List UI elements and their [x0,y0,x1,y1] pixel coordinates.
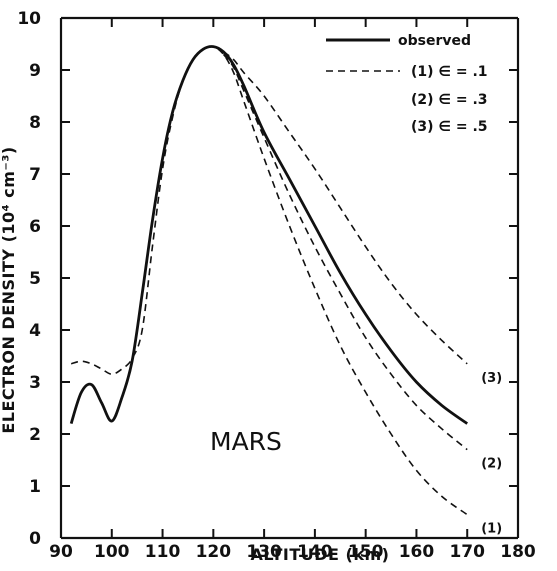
curve-labels: (1) (2) (3) [481,371,502,537]
chart-annotation: MARS [210,427,282,456]
y-tick-label: 4 [29,321,41,341]
legend-entry: (3) ∈ = .5 [411,119,488,135]
x-tick-label: 170 [449,542,485,562]
y-axis-title: ELECTRON DENSITY (10⁴ cm⁻³) [0,146,18,433]
legend-entry: observed [398,33,471,49]
axis-ticks [60,17,519,539]
series-line-observed [69,45,469,425]
series-line-1 [70,45,468,516]
x-tick-label: 110 [145,542,181,562]
legend-entry: (1) ∈ = .1 [411,64,488,80]
x-tick-label: 150 [348,542,384,562]
x-tick-labels: 90 100 110 120 130 140 150 160 170 180 [49,542,536,562]
legend-entry: (2) ∈ = .3 [411,92,488,108]
y-tick-label: 10 [17,9,41,29]
x-tick-label: 120 [196,542,232,562]
x-axis-title: ALTITUDE (km) [251,545,390,564]
y-tick-label: 9 [29,61,41,81]
y-tick-label: 8 [29,113,41,133]
x-tick-label: 130 [246,542,282,562]
x-tick-label: 180 [500,542,536,562]
y-tick-label: 7 [29,165,41,185]
x-tick-label: 160 [399,542,435,562]
y-tick-label: 0 [29,529,41,549]
y-tick-label: 1 [29,477,41,497]
series-lines [69,45,469,516]
curve-label: (2) [481,457,502,472]
curve-label: (1) [481,522,502,537]
y-tick-label: 5 [29,269,41,289]
x-tick-label: 100 [94,542,130,562]
x-tick-label: 140 [297,542,333,562]
x-tick-label: 90 [49,542,73,562]
y-tick-labels: 0 1 2 3 4 5 6 7 8 9 10 [17,9,41,549]
series-line-3 [223,51,468,365]
y-tick-label: 6 [29,217,41,237]
curve-label: (3) [481,371,502,386]
y-tick-label: 3 [29,373,41,393]
y-tick-label: 2 [29,425,41,445]
series-line-2 [222,53,468,451]
legend: observed (1) ∈ = .1 (2) ∈ = .3 (3) ∈ = .5 [326,33,488,135]
